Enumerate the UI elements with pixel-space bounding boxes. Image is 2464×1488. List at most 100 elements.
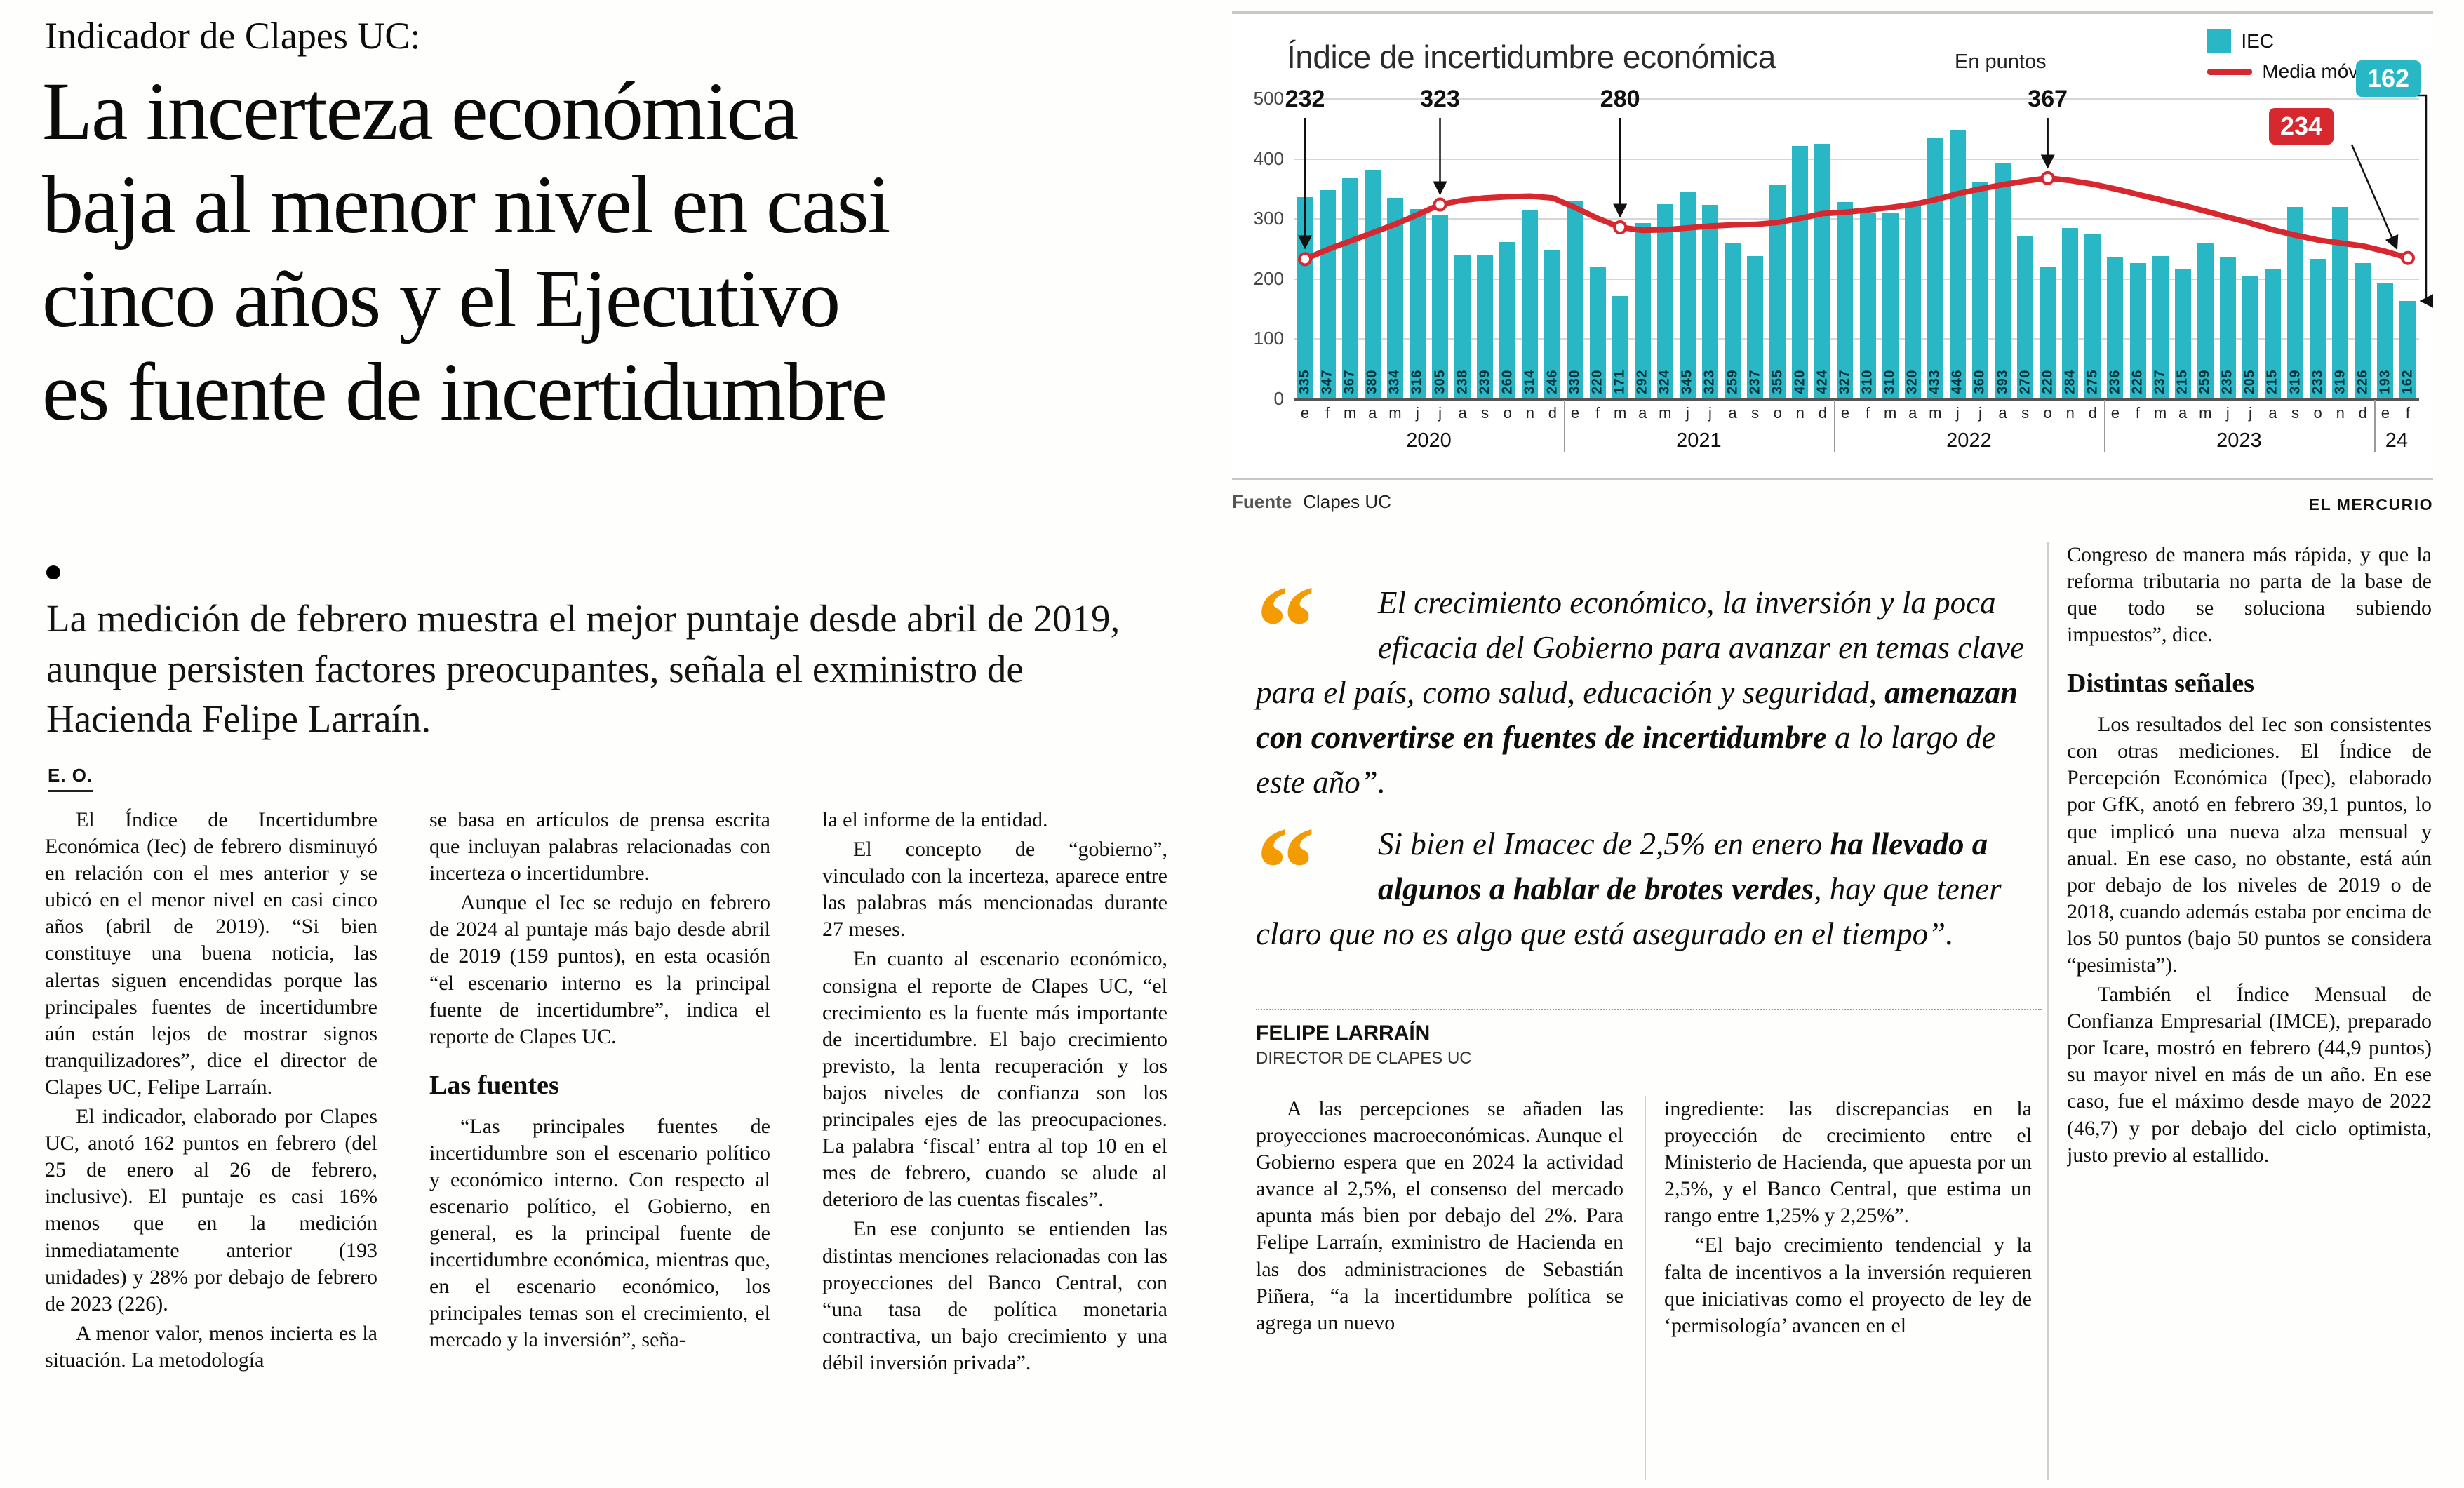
subhead: La medición de febrero muestra el mejor …	[46, 597, 1120, 740]
headline-line: baja al menor nivel en casi	[42, 159, 890, 251]
bar-value-label: 220	[2040, 370, 2056, 394]
body-paragraph: El concepto de “gobierno”, vinculado con…	[822, 838, 1167, 941]
body-column-6: Congreso de manera más rápida, y que la …	[2067, 542, 2432, 1480]
y-axis-label: 300	[1253, 208, 1284, 229]
annotation-value: 323	[1420, 86, 1460, 112]
month-label: j	[1955, 404, 1960, 422]
y-axis-label: 0	[1273, 388, 1284, 409]
month-label: f	[2405, 404, 2410, 422]
bar-value-label: 314	[1522, 370, 1538, 394]
section-bullet	[46, 565, 60, 579]
bar-value-label: 355	[1769, 370, 1786, 394]
year-label: 24	[2385, 429, 2409, 452]
bar-value-label: 345	[1679, 370, 1695, 394]
bar-value-label: 193	[2377, 370, 2393, 394]
pull-quote-2: “ Si bien el Imacec de 2,5% en enero ha l…	[1256, 803, 2049, 957]
bar-value-label: 319	[2287, 370, 2303, 394]
bar-value-label: 380	[1364, 370, 1380, 394]
bar-value-label: 284	[2062, 370, 2078, 394]
quote-segment: El crecimiento económico, la inversión y…	[1256, 585, 2025, 710]
bar-value-label: 260	[1499, 370, 1515, 394]
bar-value-label: 220	[1589, 370, 1605, 394]
bar-value-label: 393	[1995, 370, 2011, 394]
bar-value-label: 335	[1297, 370, 1313, 394]
iec-bar: 393	[1995, 162, 2011, 398]
body-paragraph: En ese conjunto se entienden las distint…	[822, 1217, 1167, 1374]
chart-canvas: Índice de incertidumbre económica En pun…	[1232, 14, 2433, 483]
moving-average-swatch-icon	[2207, 68, 2253, 75]
iec-bar: 316	[1409, 208, 1426, 398]
month-label: m	[1929, 404, 1942, 422]
iec-bar: 323	[1701, 204, 1718, 398]
section-heading: Distintas señales	[2067, 669, 2255, 699]
headline-line: La incerteza económica	[42, 65, 798, 157]
iec-bar: 284	[2062, 227, 2079, 398]
y-axis-label: 200	[1253, 267, 1284, 289]
bar-value-label: 246	[1544, 370, 1560, 394]
annotation-value: 232	[1285, 86, 1325, 112]
iec-bar: 237	[1747, 256, 1764, 398]
month-label: f	[1865, 404, 1870, 422]
month-label: a	[1458, 404, 1467, 422]
year-separator	[1833, 400, 1835, 452]
month-label: j	[1415, 404, 1419, 422]
month-label: j	[1708, 404, 1712, 422]
month-label: o	[2313, 404, 2322, 422]
month-label: d	[2358, 404, 2367, 422]
month-label: a	[1728, 404, 1737, 422]
iec-bar: 215	[2264, 269, 2281, 398]
month-label: m	[2199, 404, 2212, 422]
month-label: m	[1344, 404, 1357, 422]
quote-mark-icon: “	[1256, 803, 1315, 934]
month-label: m	[1613, 404, 1627, 422]
body-paragraph: se basa en artículos de prensa escrita q…	[429, 808, 770, 885]
bar-value-label: 319	[2332, 370, 2348, 394]
iec-bar: 355	[1769, 185, 1786, 398]
quote-segment: Si bien el Imacec de 2,5% en enero	[1378, 826, 1830, 862]
month-label: s	[1481, 404, 1489, 422]
bar-value-label: 424	[1814, 370, 1830, 394]
iec-bar: 260	[1499, 242, 1516, 398]
month-label: d	[1548, 404, 1558, 422]
iec-bar: 238	[1454, 255, 1471, 398]
iec-bar: 246	[1544, 250, 1561, 398]
body-column-2: se basa en artículos de prensa escrita q…	[429, 807, 770, 1479]
source-value: Clapes UC	[1303, 491, 1391, 512]
month-label: j	[2225, 404, 2230, 422]
iec-bar: 305	[1432, 215, 1449, 398]
year-separator	[2373, 400, 2376, 452]
quote-mark-icon: “	[1256, 561, 1315, 693]
iec-bar: 446	[1949, 130, 1966, 398]
month-label: e	[1840, 404, 1850, 422]
month-label: e	[2110, 404, 2120, 422]
iec-bar: 220	[2040, 266, 2056, 398]
bar-value-label: 310	[1859, 370, 1875, 394]
month-label: d	[2088, 404, 2097, 422]
iec-bar: 235	[2219, 257, 2236, 398]
iec-bar: 236	[2107, 256, 2124, 398]
bar-value-label: 226	[2355, 370, 2371, 394]
iec-bar: 237	[2152, 256, 2169, 398]
body-column-5: ingrediente: las discrepancias en la pro…	[1664, 1096, 2032, 1480]
month-label: m	[1388, 404, 1402, 422]
quote-segment: , hay que tener claro que no es algo que…	[1256, 871, 2002, 951]
bar-value-label: 239	[1477, 370, 1493, 394]
quote-bold-segment: ha llevado a algunos a hablar de brotes …	[1378, 826, 1988, 906]
iec-bar: 324	[1656, 203, 1673, 398]
iec-bar: 171	[1612, 295, 1628, 398]
body-paragraph: Congreso de manera más rápida, y que la …	[2067, 543, 2432, 647]
iec-bar: 420	[1792, 146, 1809, 398]
gridline	[1294, 98, 2419, 100]
iec-bar: 233	[2310, 258, 2326, 398]
column-divider	[1645, 1096, 1646, 1480]
iec-bar: 270	[2017, 236, 2034, 398]
body-paragraph: A las percepciones se añaden las proyecc…	[1256, 1097, 1623, 1334]
avg-callout-connector	[2350, 144, 2399, 250]
line-point-dot	[2040, 170, 2055, 185]
body-paragraph: El Índice de Incertidumbre Económica (Ie…	[45, 808, 377, 1099]
quote-attribution: FELIPE LARRAÍN DIRECTOR DE CLAPES UC	[1256, 1009, 2042, 1068]
month-label: a	[1368, 404, 1377, 422]
bar-value-label: 323	[1701, 370, 1718, 394]
iec-bar: 327	[1837, 202, 1854, 398]
month-label: m	[2153, 404, 2167, 422]
